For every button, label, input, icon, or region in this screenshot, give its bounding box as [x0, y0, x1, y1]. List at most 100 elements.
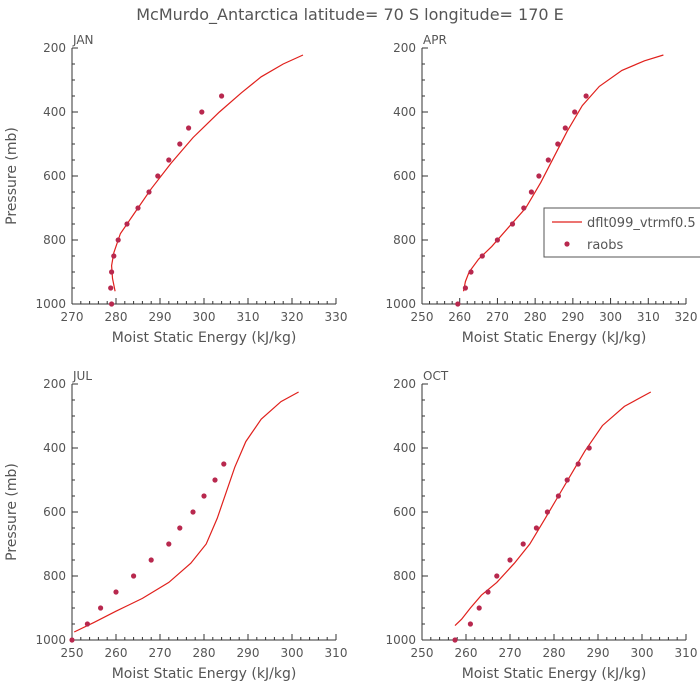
- raobs-point: [462, 285, 468, 291]
- y-tick-label: 200: [393, 377, 416, 391]
- x-axis-label: Moist Static Energy (kJ/kg): [462, 330, 647, 346]
- raobs-point: [219, 93, 225, 99]
- plot-area: [452, 391, 652, 643]
- raobs-point: [507, 557, 513, 563]
- raobs-point: [166, 157, 172, 163]
- raobs-point: [479, 253, 485, 259]
- y-axis-label: Pressure (mb): [4, 463, 20, 561]
- panel-apr: APR 250 260 270 280 290 300 310 320 200 400 600 800…: [385, 33, 700, 346]
- raobs-point: [452, 637, 458, 643]
- x-tick-label: 300: [281, 646, 304, 660]
- raobs-point: [146, 189, 152, 195]
- y-tick-label: 1000: [35, 297, 66, 311]
- raobs-point: [476, 605, 482, 611]
- y-tick-label: 400: [393, 105, 416, 119]
- x-tick-label: 280: [105, 310, 128, 324]
- raobs-point: [528, 189, 534, 195]
- model-curve: [110, 54, 304, 292]
- raobs-point: [148, 557, 154, 563]
- x-tick-label: 270: [499, 646, 522, 660]
- model-curve: [462, 54, 664, 292]
- raobs-point: [485, 589, 491, 595]
- x-tick-label: 310: [637, 310, 660, 324]
- panel-label: APR: [423, 33, 447, 47]
- x-tick-label: 290: [149, 310, 172, 324]
- raobs-point: [562, 125, 568, 131]
- raobs-point: [586, 445, 592, 451]
- raobs-point: [536, 173, 542, 179]
- x-axis-label: Moist Static Energy (kJ/kg): [112, 666, 297, 682]
- x-tick-label: 280: [543, 646, 566, 660]
- ticks: 250 260 270 280 290 300 310 200 400 600 800 1000: [385, 377, 697, 660]
- raobs-point: [135, 205, 141, 211]
- model-curve: [73, 391, 299, 633]
- x-tick-label: 250: [411, 310, 434, 324]
- y-tick-label: 200: [43, 377, 66, 391]
- raobs-point: [190, 509, 196, 515]
- x-tick-label: 300: [193, 310, 216, 324]
- y-tick-label: 800: [43, 233, 66, 247]
- ticks: 270 280 290 300 310 320 330 200 400 600 800 1000: [35, 41, 347, 324]
- legend-dot-swatch: [564, 241, 570, 247]
- raobs-point: [544, 509, 550, 515]
- x-tick-label: 310: [325, 646, 348, 660]
- raobs-point: [509, 221, 516, 227]
- legend: dflt099_vtrmf0.5 raobs: [543, 207, 700, 258]
- x-tick-label: 260: [455, 646, 478, 660]
- panel-jul: JUL 250 260 270 280 290 300 310 200 400 600 800 100…: [4, 369, 347, 682]
- y-tick-label: 200: [393, 41, 416, 55]
- y-tick-label: 600: [43, 169, 66, 183]
- x-tick-label: 270: [486, 310, 509, 324]
- y-tick-label: 400: [43, 441, 66, 455]
- raobs-point: [111, 253, 117, 259]
- raobs-point: [155, 173, 161, 179]
- panel-label: JUL: [72, 369, 92, 383]
- x-tick-label: 260: [105, 646, 128, 660]
- model-curve: [454, 391, 652, 627]
- raobs-point: [199, 109, 205, 115]
- raobs-point: [521, 205, 527, 211]
- y-tick-label: 800: [43, 569, 66, 583]
- y-tick-label: 600: [43, 505, 66, 519]
- y-tick-label: 400: [393, 441, 416, 455]
- raobs-point: [98, 605, 104, 611]
- raobs-point: [555, 493, 561, 499]
- y-tick-label: 1000: [385, 633, 416, 647]
- legend-line-label: dflt099_vtrmf0.5: [587, 216, 696, 231]
- y-tick-label: 400: [43, 105, 66, 119]
- raobs-point: [177, 141, 183, 147]
- panel-oct: OCT 250 260 270 280 290 300 310 200 400 600 800 100…: [385, 369, 697, 682]
- panel-label: JAN: [72, 33, 94, 47]
- y-tick-label: 600: [393, 505, 416, 519]
- x-tick-label: 290: [237, 646, 260, 660]
- raobs-point: [555, 141, 561, 147]
- x-tick-label: 310: [237, 310, 260, 324]
- figure-title: McMurdo_Antarctica latitude= 70 S longit…: [136, 5, 564, 25]
- raobs-point: [545, 157, 551, 163]
- ticks: 250 260 270 280 290 300 310 320 200 400 600 800 1000: [385, 41, 697, 324]
- plot-area: [455, 54, 664, 307]
- raobs-point: [166, 541, 172, 547]
- x-tick-label: 280: [193, 646, 216, 660]
- raobs-point: [84, 621, 90, 627]
- raobs-point: [177, 525, 183, 531]
- raobs-point: [201, 493, 207, 499]
- x-axis-label: Moist Static Energy (kJ/kg): [462, 666, 647, 682]
- raobs-point: [572, 109, 578, 115]
- x-tick-label: 320: [675, 310, 698, 324]
- raobs-point: [564, 477, 570, 483]
- raobs-point: [494, 573, 500, 579]
- x-tick-label: 280: [524, 310, 547, 324]
- x-tick-label: 290: [587, 646, 610, 660]
- panel-jan: JAN 270 280 290 300 310 320 330 200 400 600 800 100…: [4, 33, 347, 346]
- raobs-point: [124, 221, 130, 227]
- x-tick-label: 320: [281, 310, 304, 324]
- raobs-point: [186, 125, 192, 131]
- raobs-point: [575, 461, 581, 467]
- x-axis-label: Moist Static Energy (kJ/kg): [112, 330, 297, 346]
- raobs-point: [520, 541, 526, 547]
- legend-dot-label: raobs: [587, 238, 624, 253]
- raobs-point: [583, 93, 589, 99]
- x-tick-label: 300: [599, 310, 622, 324]
